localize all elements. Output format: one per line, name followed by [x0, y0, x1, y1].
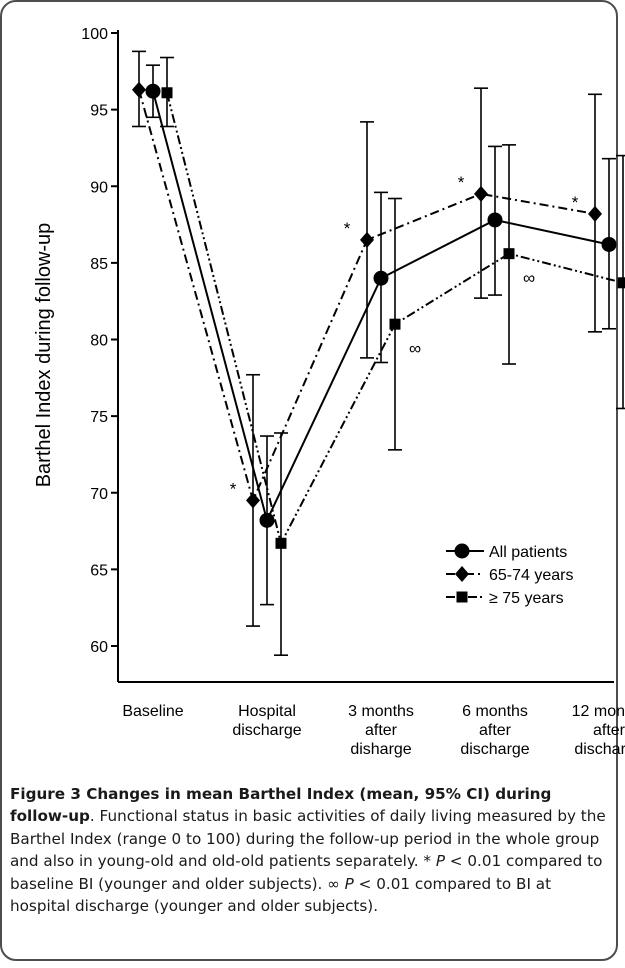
y-tick-label: 65 — [90, 562, 108, 579]
legend-marker-circle — [454, 543, 470, 559]
significance-infinity: ∞ — [409, 339, 421, 358]
significance-asterisk: * — [230, 479, 237, 498]
x-category-label-line: Baseline — [122, 703, 183, 720]
significance-asterisk: * — [572, 193, 579, 212]
legend-label: ≥ 75 years — [489, 590, 564, 607]
legend-item: 65-74 years — [446, 566, 574, 584]
data-point-circle — [259, 512, 275, 528]
data-point-circle — [487, 212, 503, 228]
confidence-intervals — [132, 50, 625, 656]
p-symbol-1: P — [435, 852, 445, 871]
x-category-label-line: after — [365, 722, 398, 739]
legend-label: All patients — [489, 544, 567, 561]
series-markers — [132, 81, 625, 549]
data-point-diamond — [474, 185, 488, 202]
x-category-label-line: 3 months — [348, 703, 414, 720]
y-tick-label: 90 — [90, 179, 108, 196]
data-point-circle — [601, 236, 617, 252]
significance-infinity: ∞ — [523, 269, 535, 288]
x-category-label-line: discharge — [232, 722, 301, 739]
data-point-square — [503, 248, 515, 260]
legend-item: ≥ 75 years — [446, 590, 564, 607]
x-category-label: Hospital discharge — [232, 703, 301, 739]
y-tick-label: 95 — [90, 103, 108, 120]
legend-label: 65-74 years — [489, 567, 574, 584]
y-tick-label: 75 — [90, 409, 108, 426]
y-tick-label: 60 — [90, 639, 108, 656]
x-category-label-line: discharge — [460, 741, 529, 758]
y-tick-label: 70 — [90, 486, 108, 503]
x-category-label: 12 months after discharge — [572, 703, 625, 758]
x-category-label-line: disharge — [350, 741, 411, 758]
x-category-label: Baseline — [122, 703, 183, 720]
caption-body-3: < 0.01 compared to BI at hospital discha… — [10, 874, 552, 916]
data-point-square — [161, 87, 173, 99]
barthel-index-chart: 60 65 70 75 80 85 90 95 100 Baseline Hospital disch… — [33, 26, 625, 758]
x-category-label-line: discharge — [574, 741, 625, 758]
y-tick-label: 80 — [90, 333, 108, 350]
data-point-diamond — [246, 492, 260, 509]
y-tick-label: 85 — [90, 256, 108, 273]
p-symbol-2: P — [344, 874, 354, 893]
data-point-circle — [373, 270, 389, 286]
data-point-diamond — [588, 205, 602, 222]
data-point-diamond — [132, 81, 146, 98]
significance-asterisk: * — [344, 219, 351, 238]
figure-caption: Figure 3 Changes in mean Barthel Index (… — [10, 783, 606, 917]
data-point-diamond — [360, 231, 374, 248]
x-category-label: 6 months after discharge — [460, 703, 529, 758]
data-point-circle — [145, 83, 161, 99]
figure-title: Changes in mean Barthel Index (mean, 95%… — [10, 785, 552, 826]
x-category-label: 3 months after disharge — [348, 703, 414, 758]
caption-body-1: . Functional status in basic activities … — [10, 807, 606, 871]
x-category-label-line: Hospital — [238, 703, 296, 720]
legend-item: All patients — [446, 543, 567, 561]
legend-marker-square — [456, 591, 468, 603]
legend-marker-diamond — [455, 566, 469, 582]
caption-body-2: < 0.01 compared to baseline BI (younger … — [10, 852, 603, 893]
data-point-square — [617, 277, 625, 289]
x-category-label-line: after — [479, 722, 512, 739]
data-point-square — [275, 537, 287, 549]
axes: 60 65 70 75 80 85 90 95 100 Baseline Hospital disch… — [81, 26, 625, 758]
significance-annotations: ****∞∞∞ — [230, 173, 579, 499]
y-tick-label: 100 — [81, 26, 108, 43]
figure-label: Figure 3 — [10, 785, 81, 803]
legend: All patients 65-74 years ≥ 75 years — [446, 543, 574, 607]
data-point-square — [389, 318, 401, 330]
y-axis-label: Barthel Index during follow-up — [33, 223, 55, 488]
x-category-label-line: 12 months — [572, 703, 625, 720]
x-category-label-line: after — [593, 722, 625, 739]
x-category-label-line: 6 months — [462, 703, 528, 720]
significance-asterisk: * — [458, 173, 465, 192]
